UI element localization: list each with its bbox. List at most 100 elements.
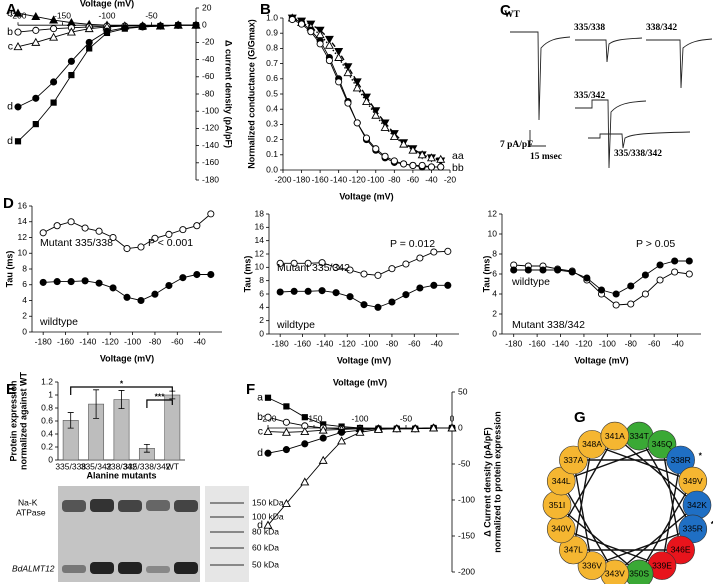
residue-label: 345Q	[652, 439, 673, 449]
band	[90, 562, 114, 574]
point	[671, 257, 679, 265]
point	[402, 291, 410, 299]
panel-label: A	[6, 1, 17, 18]
point	[362, 134, 371, 142]
chart: -20 0 -150 -100 -50 Voltage (mV) -180 -160 -140 -…	[7, 0, 219, 184]
y-tick-label: 16	[18, 200, 28, 210]
x-tick-label: -40	[425, 174, 438, 184]
trace	[588, 131, 691, 149]
point	[656, 261, 664, 269]
point	[264, 394, 272, 401]
trace-label: WT	[504, 10, 521, 20]
residue-label: 334T	[629, 431, 648, 441]
point	[612, 301, 620, 309]
y-tick-label: 0.6	[41, 415, 53, 425]
residue-label: 339E	[652, 560, 672, 570]
series-label: d	[7, 135, 13, 147]
point	[685, 270, 693, 278]
point	[444, 281, 452, 289]
x-tick-label: -150	[54, 10, 71, 20]
point	[263, 426, 273, 436]
point	[137, 296, 145, 305]
point	[175, 22, 182, 29]
y-tick-label: 1.0	[266, 12, 278, 22]
x-tick-label: -100	[599, 338, 616, 348]
y-tick-label: 0	[202, 19, 207, 29]
residue-label: 343V	[605, 569, 625, 579]
point	[381, 152, 389, 160]
point	[324, 35, 334, 44]
blot-label: ATPase	[16, 507, 46, 517]
residue-label: 349V	[683, 476, 703, 486]
x-tick-label: -120	[339, 338, 356, 348]
ladder-label: 80 kDa	[252, 526, 279, 536]
point	[641, 290, 649, 298]
point	[31, 11, 41, 21]
point	[402, 260, 410, 268]
series-label: b	[257, 411, 263, 423]
point	[151, 290, 159, 298]
series-label: c	[258, 425, 263, 437]
residue	[559, 445, 588, 475]
point	[334, 52, 344, 61]
x-tick-label: -180	[293, 174, 310, 184]
y-tick-label: 4	[492, 288, 497, 298]
point	[388, 265, 396, 273]
residue	[666, 535, 695, 565]
scale-label: 7 pA/pF	[500, 140, 533, 150]
residue	[600, 421, 630, 451]
point	[389, 131, 399, 140]
point	[298, 20, 306, 28]
ladder-label: 50 kDa	[252, 559, 279, 569]
y-tick-label: 14	[255, 235, 265, 245]
annotation: Mutant 335/338	[40, 237, 113, 249]
y-axis-title: Normalized conductance (G/Gmax)	[246, 19, 256, 169]
residue	[647, 430, 677, 459]
x-tick-label: -20	[444, 174, 457, 184]
y-tick-label: 0.8	[266, 43, 278, 53]
x-tick-label: -50	[145, 10, 158, 20]
y-tick-label: 0.7	[266, 58, 278, 68]
point	[400, 160, 408, 168]
point	[67, 218, 75, 226]
point	[671, 268, 679, 276]
point	[151, 234, 159, 242]
point	[32, 26, 40, 34]
x-tick-label: -200	[274, 174, 291, 184]
y-tick-label: 8	[22, 263, 27, 273]
x-tick-label: -100	[351, 413, 368, 423]
x-tick-label: -100	[124, 336, 141, 346]
y-tick-label: -150	[458, 530, 475, 540]
band	[62, 500, 86, 512]
y-tick-label: 0	[22, 326, 27, 336]
point	[444, 247, 452, 255]
chart: -200-150-100-500Voltage (mV)-200-150-100…	[257, 377, 475, 576]
point	[13, 42, 23, 51]
trace-label: 335/338	[574, 23, 605, 33]
point	[338, 428, 346, 436]
ladder-bands	[210, 502, 244, 566]
y-tick-label: 1.2	[41, 376, 53, 386]
point	[318, 425, 328, 434]
x-tick-label: 335/342	[81, 461, 112, 471]
significance-bracket	[70, 386, 173, 395]
point	[85, 38, 93, 46]
point	[316, 40, 324, 48]
point	[281, 427, 291, 436]
point	[207, 270, 215, 279]
x-tick-label: -80	[388, 174, 401, 184]
point	[346, 266, 354, 274]
point	[67, 57, 75, 65]
point	[612, 290, 620, 298]
annotation: wildtype	[39, 316, 78, 328]
annotation: P > 0.05	[636, 238, 675, 250]
trace	[575, 99, 647, 169]
panel-label: G	[574, 409, 586, 426]
point	[276, 259, 284, 267]
y-tick-label: 0.2	[41, 441, 53, 451]
error-bar	[118, 390, 125, 410]
point	[335, 78, 343, 86]
scale-label: 15 msec	[530, 152, 562, 162]
point	[374, 303, 382, 311]
x-tick-label: -80	[149, 336, 162, 346]
